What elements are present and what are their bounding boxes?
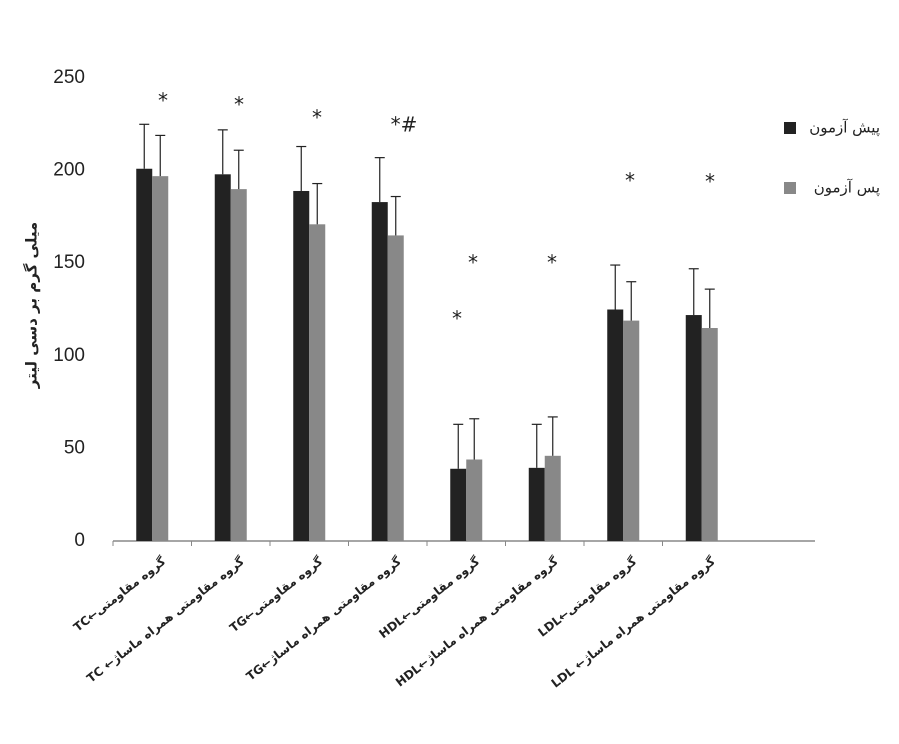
bar bbox=[702, 328, 718, 541]
y-axis-label: میلی گرم بر دسی لیتر bbox=[23, 222, 41, 389]
annotation: * bbox=[468, 251, 478, 275]
annotation: * bbox=[234, 93, 244, 117]
bar bbox=[623, 321, 639, 541]
x-tick-label: HDL←گروه مقاومتی همراه ماساژ bbox=[393, 554, 561, 690]
bar bbox=[309, 224, 325, 541]
chart: میلی گرم بر دسی لیتر 050100150200250TC←گ… bbox=[0, 0, 899, 744]
y-tick-label: 100 bbox=[53, 345, 85, 366]
annotation: * bbox=[625, 169, 635, 193]
annotation: * bbox=[452, 307, 462, 331]
bar bbox=[152, 176, 168, 541]
bar bbox=[686, 315, 702, 541]
bar bbox=[136, 169, 152, 541]
bar bbox=[607, 310, 623, 542]
x-tick-label: TC ←گروه مقاومتی همراه ماساژ bbox=[84, 554, 247, 686]
bar bbox=[529, 468, 545, 541]
legend-label: پیش آزمون bbox=[809, 119, 880, 138]
annotation: * bbox=[547, 251, 557, 275]
y-tick-label: 150 bbox=[53, 252, 85, 273]
bar bbox=[545, 456, 561, 541]
bar bbox=[450, 469, 466, 541]
legend-swatch bbox=[784, 122, 796, 134]
annotation: * bbox=[705, 170, 715, 194]
x-tick-label: TG←گروه مقاومتی همراه ماساژ bbox=[244, 554, 405, 684]
annotation: * bbox=[312, 106, 322, 130]
bar bbox=[293, 191, 309, 541]
bar bbox=[372, 202, 388, 541]
bar bbox=[231, 189, 247, 541]
legend-swatch bbox=[784, 182, 796, 194]
legend-label: پس آزمون bbox=[814, 179, 880, 198]
y-tick-label: 250 bbox=[53, 67, 85, 88]
y-tick-label: 50 bbox=[64, 437, 85, 458]
x-tick-label: LDL ←گروه مقاومتی همراه ماساژ bbox=[549, 554, 719, 691]
y-tick-label: 0 bbox=[74, 530, 85, 551]
annotation: * bbox=[158, 89, 168, 113]
bar bbox=[215, 174, 231, 541]
bar bbox=[466, 460, 482, 541]
annotation: *# bbox=[391, 113, 418, 137]
y-tick-label: 200 bbox=[53, 160, 85, 181]
bar bbox=[388, 235, 404, 541]
